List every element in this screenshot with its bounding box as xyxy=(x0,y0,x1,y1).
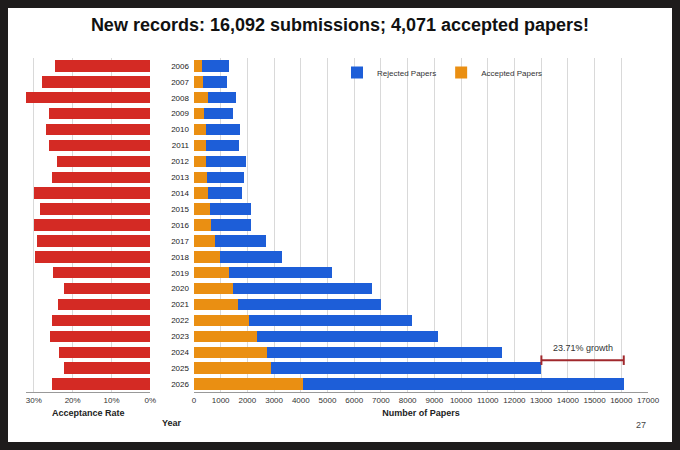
svg-text:2016: 2016 xyxy=(171,221,189,230)
svg-text:0: 0 xyxy=(192,396,197,405)
svg-text:9000: 9000 xyxy=(425,396,443,405)
svg-text:2022: 2022 xyxy=(171,316,189,325)
svg-text:7000: 7000 xyxy=(372,396,390,405)
svg-text:2012: 2012 xyxy=(171,157,189,166)
svg-text:14000: 14000 xyxy=(557,396,580,405)
svg-text:10000: 10000 xyxy=(450,396,473,405)
svg-text:11000: 11000 xyxy=(477,396,499,405)
svg-text:20%: 20% xyxy=(65,396,81,405)
svg-text:8000: 8000 xyxy=(399,396,417,405)
svg-text:15000: 15000 xyxy=(583,396,606,405)
svg-text:Number of Papers: Number of Papers xyxy=(382,408,460,418)
svg-text:30%: 30% xyxy=(26,396,42,405)
svg-text:2015: 2015 xyxy=(171,205,189,214)
svg-text:12000: 12000 xyxy=(503,396,526,405)
svg-text:Acceptance Rate: Acceptance Rate xyxy=(52,408,125,418)
svg-text:Accepted Papers: Accepted Papers xyxy=(481,69,542,78)
svg-text:10%: 10% xyxy=(104,396,120,405)
svg-text:New records: 16,092 submission: New records: 16,092 submissions; 4,071 a… xyxy=(91,15,589,35)
svg-text:16000: 16000 xyxy=(610,396,633,405)
svg-text:2010: 2010 xyxy=(171,125,189,134)
svg-text:1000: 1000 xyxy=(212,396,230,405)
svg-text:2024: 2024 xyxy=(171,348,189,357)
svg-text:5000: 5000 xyxy=(319,396,337,405)
svg-text:2000: 2000 xyxy=(238,396,256,405)
svg-text:Year: Year xyxy=(162,418,182,428)
svg-text:2018: 2018 xyxy=(171,253,189,262)
svg-text:2009: 2009 xyxy=(171,109,189,118)
svg-text:6000: 6000 xyxy=(345,396,363,405)
svg-text:2023: 2023 xyxy=(171,332,189,341)
svg-text:2025: 2025 xyxy=(171,364,189,373)
svg-text:2019: 2019 xyxy=(171,269,189,278)
svg-text:2021: 2021 xyxy=(171,300,189,309)
svg-text:2007: 2007 xyxy=(171,78,189,87)
svg-text:2011: 2011 xyxy=(172,141,190,150)
svg-text:17000: 17000 xyxy=(637,396,660,405)
svg-text:2017: 2017 xyxy=(171,237,189,246)
svg-text:2020: 2020 xyxy=(171,284,189,293)
svg-text:2013: 2013 xyxy=(171,173,189,182)
svg-text:4000: 4000 xyxy=(292,396,310,405)
svg-text:23.71% growth: 23.71% growth xyxy=(553,343,613,353)
svg-text:0%: 0% xyxy=(145,396,157,405)
svg-text:2014: 2014 xyxy=(171,189,189,198)
svg-text:27: 27 xyxy=(636,420,646,430)
svg-text:3000: 3000 xyxy=(265,396,283,405)
svg-text:13000: 13000 xyxy=(530,396,553,405)
svg-text:2026: 2026 xyxy=(171,380,189,389)
svg-text:2008: 2008 xyxy=(171,94,189,103)
svg-text:2006: 2006 xyxy=(171,62,189,71)
svg-text:Rejected Papers: Rejected Papers xyxy=(377,69,436,78)
